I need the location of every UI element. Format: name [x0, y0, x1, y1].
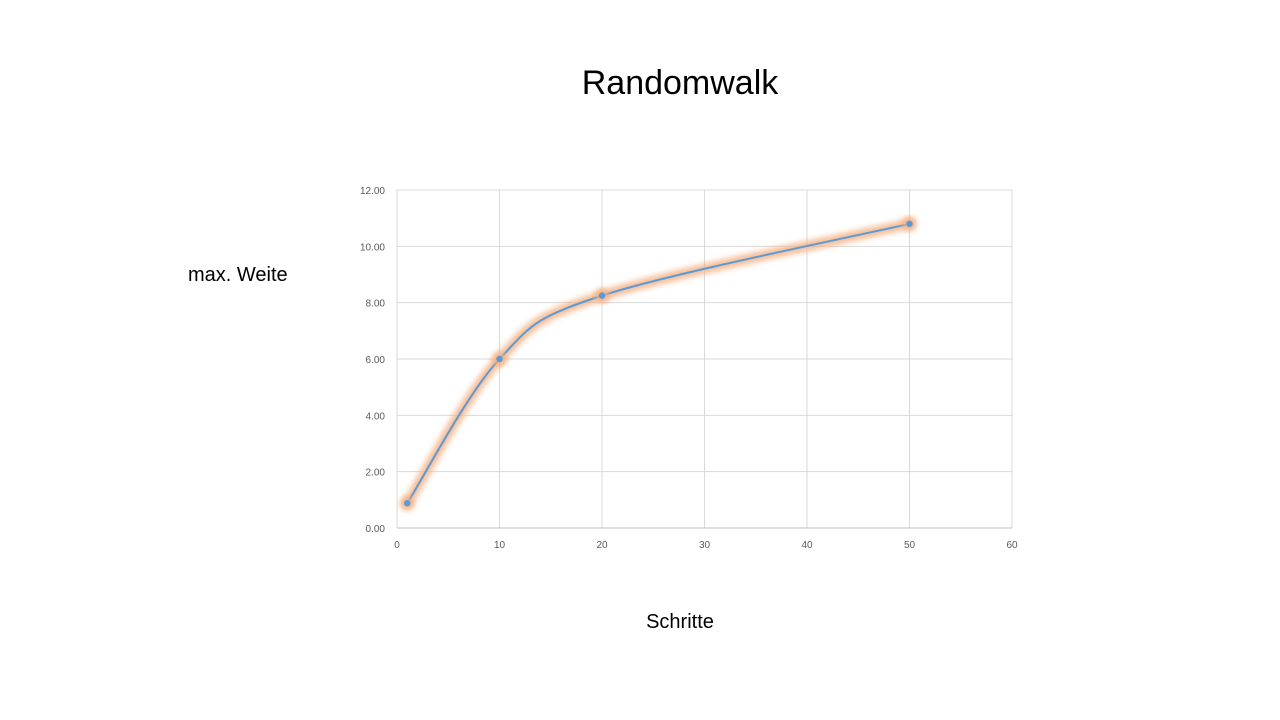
y-tick-label: 6.00 — [366, 355, 386, 366]
x-tick-label: 60 — [1006, 540, 1018, 551]
series-line — [406, 222, 911, 505]
x-tick-label: 0 — [394, 540, 400, 551]
x-tick-label: 40 — [801, 540, 813, 551]
y-tick-label: 4.00 — [366, 411, 386, 422]
x-tick-label: 20 — [596, 540, 608, 551]
x-tick-label: 10 — [494, 540, 506, 551]
grid-layer — [397, 189, 1013, 528]
data-point — [906, 220, 913, 227]
y-tick-label: 10.00 — [360, 242, 385, 253]
x-axis-label: Schritte — [646, 611, 714, 633]
y-tick-label: 0.00 — [366, 524, 386, 535]
data-point — [496, 355, 503, 363]
y-tick-label: 2.00 — [366, 468, 386, 479]
data-point — [598, 292, 606, 299]
chart-title: Randomwalk — [581, 64, 779, 102]
series-layer — [400, 216, 917, 511]
y-tick-label: 8.00 — [366, 299, 386, 310]
series-line-glow — [402, 218, 915, 509]
tick-layer: 0.00 2.00 4.00 6.00 8.00 10.00 12.00 0 10 20 30 40 5… — [360, 186, 1018, 551]
data-point — [404, 500, 411, 507]
axis-layer — [396, 190, 1012, 529]
y-tick-label: 12.00 — [360, 186, 385, 197]
y-axis-label: max. Weite — [188, 264, 288, 286]
x-tick-label: 50 — [904, 540, 916, 551]
x-tick-label: 30 — [699, 540, 711, 551]
